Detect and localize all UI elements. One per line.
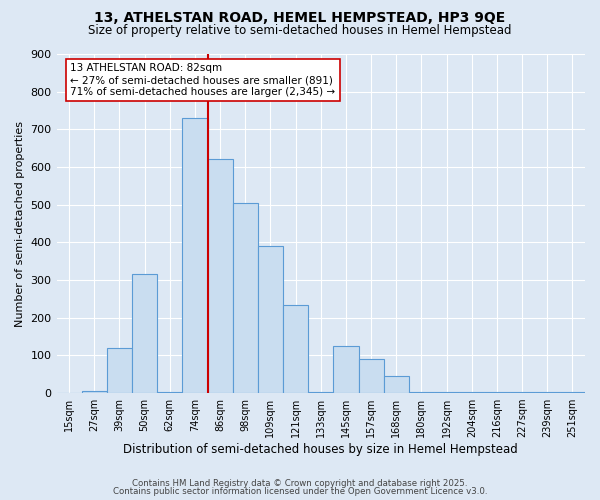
Bar [182, 118, 208, 393]
Bar [308, 392, 334, 393]
Bar [535, 392, 560, 393]
Text: Size of property relative to semi-detached houses in Hemel Hempstead: Size of property relative to semi-detach… [88, 24, 512, 37]
Text: 13 ATHELSTAN ROAD: 82sqm
← 27% of semi-detached houses are smaller (891)
71% of : 13 ATHELSTAN ROAD: 82sqm ← 27% of semi-d… [70, 64, 335, 96]
Bar [409, 392, 434, 393]
Bar [434, 392, 459, 393]
Bar [208, 160, 233, 393]
Bar [132, 274, 157, 393]
Bar [509, 392, 535, 393]
Bar [484, 392, 509, 393]
Bar [383, 376, 409, 393]
Bar [560, 392, 585, 393]
Bar [359, 359, 383, 393]
Bar [233, 203, 258, 393]
Bar [157, 392, 182, 393]
X-axis label: Distribution of semi-detached houses by size in Hemel Hempstead: Distribution of semi-detached houses by … [124, 443, 518, 456]
Text: Contains public sector information licensed under the Open Government Licence v3: Contains public sector information licen… [113, 487, 487, 496]
Bar [283, 304, 308, 393]
Bar [334, 346, 359, 393]
Y-axis label: Number of semi-detached properties: Number of semi-detached properties [15, 120, 25, 326]
Bar [82, 391, 107, 393]
Bar [107, 348, 132, 393]
Text: 13, ATHELSTAN ROAD, HEMEL HEMPSTEAD, HP3 9QE: 13, ATHELSTAN ROAD, HEMEL HEMPSTEAD, HP3… [94, 11, 506, 25]
Text: Contains HM Land Registry data © Crown copyright and database right 2025.: Contains HM Land Registry data © Crown c… [132, 478, 468, 488]
Bar [258, 246, 283, 393]
Bar [459, 392, 484, 393]
